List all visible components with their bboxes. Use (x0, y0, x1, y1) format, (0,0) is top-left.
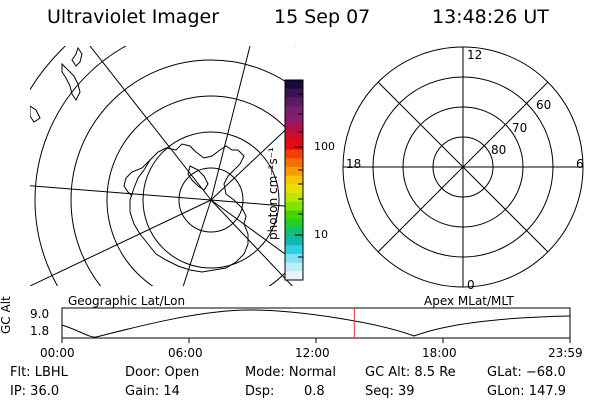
color-bar-cell (285, 253, 303, 264)
color-bar-frame (284, 79, 304, 281)
meridian-line (210, 199, 296, 208)
color-bar-cell (285, 158, 303, 168)
color-bar-cell (285, 262, 303, 272)
color-bar-cell (285, 175, 303, 185)
color-bar-cell (285, 149, 303, 159)
color-bar-cell (285, 271, 303, 281)
mode-status: Mode: Normal (245, 365, 336, 380)
meridian-line (182, 199, 212, 286)
mlt-label-18: 18 (346, 157, 362, 171)
timeline-x-tick: 23:59 (548, 346, 583, 360)
mlt-label-6: 6 (576, 157, 584, 171)
ip-status: IP: 36.0 (10, 384, 60, 399)
mlat-label-70: 70 (512, 121, 528, 135)
filter-status: Flt: LBHL (10, 365, 68, 380)
timeline-frame (61, 307, 571, 339)
glat-status: GLat: −68.0 (487, 365, 566, 380)
color-bar-cell (285, 140, 303, 151)
observation-time: 13:48:26 UT (432, 6, 549, 28)
new-zealand-north (71, 46, 83, 67)
color-bar-cell (285, 236, 303, 246)
color-bar-cell (285, 227, 303, 238)
meridian-line (89, 46, 212, 201)
color-bar-cell (285, 123, 303, 133)
color-bar-cell (285, 97, 303, 107)
timeline-y-tick-bottom: 1.8 (30, 324, 50, 338)
meridian-line (30, 185, 212, 201)
glon-status: GLon: 147.9 (487, 384, 567, 399)
timeline-y-tick-top: 9.0 (30, 307, 50, 321)
meridian-line (210, 119, 296, 201)
latitude-circle (70, 59, 296, 286)
instrument-title: Ultraviolet Imager (47, 6, 220, 28)
color-bar-cell (285, 219, 303, 229)
latitude-circle (34, 46, 296, 286)
color-bar-cell (285, 210, 303, 220)
color-bar-cell (285, 166, 303, 177)
latitude-circle (178, 167, 244, 233)
meridian-line (210, 199, 296, 263)
ice-shelf-outline (187, 165, 209, 191)
dsp-value: 0.8 (304, 384, 325, 399)
mlt-label-12: 12 (467, 48, 483, 62)
mlat-label-80: 80 (491, 143, 507, 157)
gain-status: Gain: 14 (125, 384, 180, 399)
meridian-line (30, 199, 212, 286)
timeline-axis-label: GC Alt (0, 296, 13, 334)
timeline-x-tick: 00:00 (40, 346, 75, 360)
new-zealand-coastline (61, 62, 81, 101)
seq-status: Seq: 39 (365, 384, 415, 399)
antarctic-peninsula (123, 159, 151, 197)
antarctica-coastline (129, 143, 249, 273)
altitude-curve (61, 309, 571, 338)
latitude-circle (142, 131, 280, 269)
dsp-label: Dsp: (245, 384, 275, 399)
color-bar-cell (285, 80, 303, 90)
mlt-label-0: 0 (467, 278, 475, 292)
meridian-line (210, 46, 251, 201)
meridian-line (210, 199, 293, 286)
color-bar (284, 79, 304, 281)
geographic-panel-label: Geographic Lat/Lon (68, 294, 186, 308)
color-bar-cell (285, 114, 303, 124)
color-bar-cell (285, 201, 303, 211)
color-bar-cell (285, 193, 303, 203)
timeline-x-tick: 06:00 (168, 346, 203, 360)
mlat-label-60: 60 (536, 98, 552, 112)
color-bar-tick-10: 10 (314, 228, 328, 241)
color-bar-cell (285, 88, 303, 98)
timeline-x-tick: 18:00 (422, 346, 457, 360)
color-bar-tick-100: 100 (314, 140, 335, 153)
mlt-line (377, 81, 549, 253)
color-bar-cell (285, 132, 303, 142)
color-bar-cells (285, 80, 303, 281)
latitude-circle (106, 95, 296, 286)
gc-alt-status: GC Alt: 8.5 Re (365, 365, 456, 380)
color-bar-cell (285, 184, 303, 194)
door-status: Door: Open (125, 365, 200, 380)
timeline-x-tick: 12:00 (295, 346, 330, 360)
observation-date: 15 Sep 07 (274, 6, 371, 28)
apex-panel-label: Apex MLat/MLT (424, 294, 514, 308)
tasmania-coastline (30, 105, 41, 123)
color-bar-cell (285, 106, 303, 116)
color-bar-cell (285, 245, 303, 255)
